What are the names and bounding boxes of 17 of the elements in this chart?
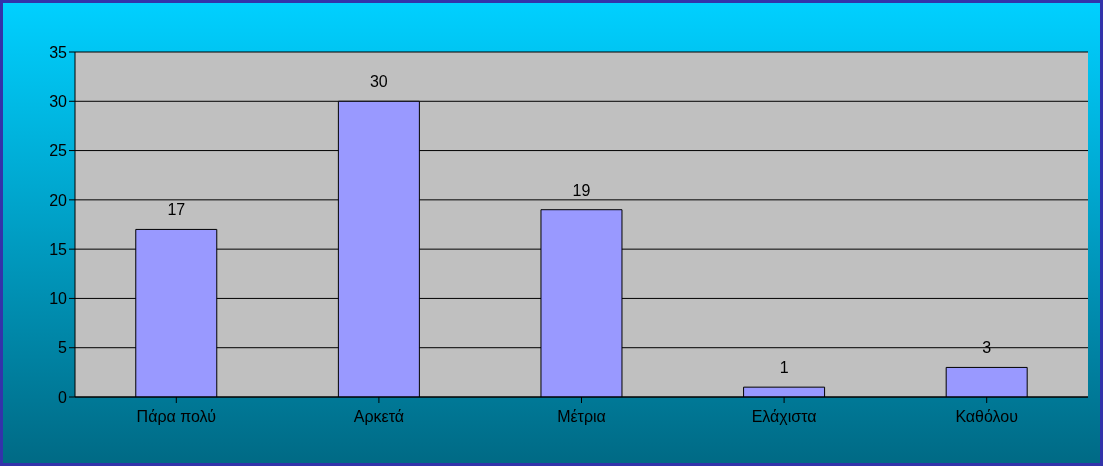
x-tick-label: Μέτρια bbox=[557, 408, 606, 426]
data-label: 17 bbox=[167, 201, 186, 219]
y-tick-label: 30 bbox=[49, 92, 68, 110]
y-tick-label: 10 bbox=[49, 290, 68, 308]
data-label: 30 bbox=[369, 73, 388, 91]
x-tick-label: Ελάχιστα bbox=[751, 408, 817, 426]
x-tick-label: Αρκετά bbox=[353, 408, 405, 426]
y-tick-label: 35 bbox=[49, 43, 68, 61]
data-label: 1 bbox=[779, 359, 789, 377]
y-tick-label: 15 bbox=[49, 240, 68, 258]
x-tick-label: Καθόλου bbox=[955, 408, 1019, 426]
x-tick-label: Πάρα πολύ bbox=[136, 408, 216, 426]
data-label: 19 bbox=[572, 181, 591, 199]
y-tick-label: 5 bbox=[58, 339, 68, 357]
y-tick-label: 25 bbox=[49, 142, 68, 160]
y-tick-label: 20 bbox=[49, 191, 68, 209]
y-tick-label: 0 bbox=[58, 388, 68, 406]
